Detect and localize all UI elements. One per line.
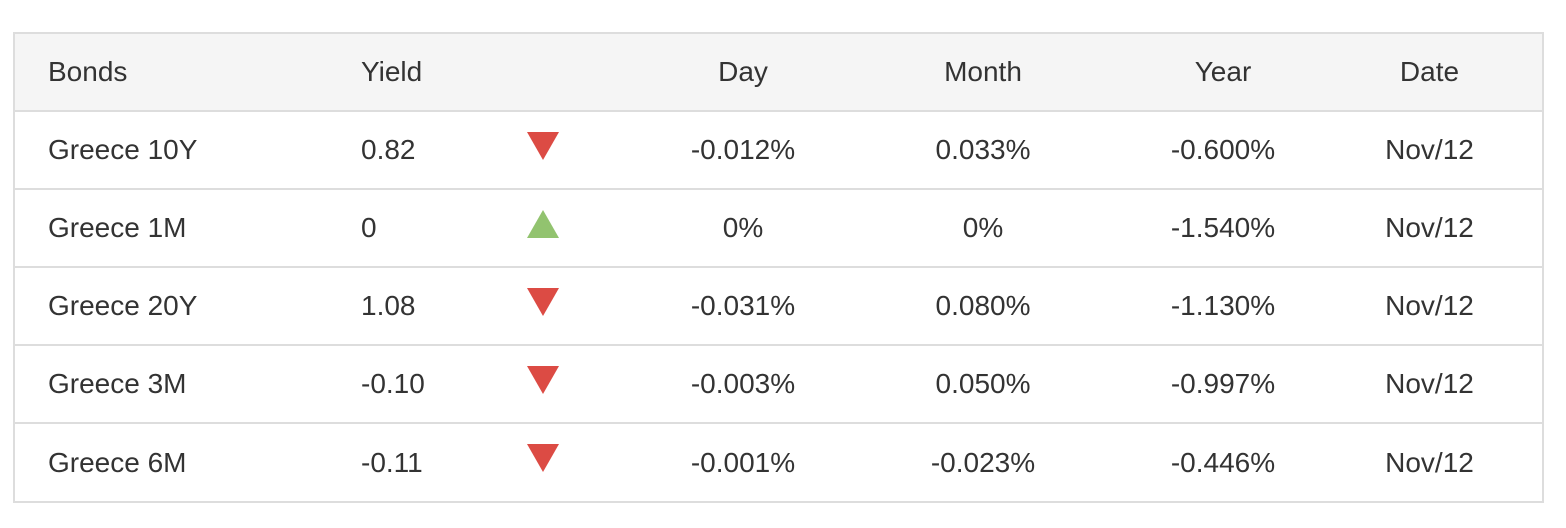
year-change: -0.446% <box>1170 446 1276 478</box>
yield-value: 0.82 <box>361 134 416 165</box>
day-change: 0% <box>722 212 764 243</box>
yield-value: 1.08 <box>361 290 416 321</box>
table-row[interactable]: Greece 6M -0.11 -0.001% -0.023% -0.446% … <box>15 423 1542 501</box>
header-trend <box>507 34 647 111</box>
yield-value: -0.11 <box>361 446 423 478</box>
header-year[interactable]: Year <box>1194 56 1252 87</box>
triangle-up-icon <box>527 209 559 238</box>
table-row[interactable]: Greece 20Y 1.08 -0.031% 0.080% -1.130% N… <box>15 267 1542 345</box>
yield-value: 0 <box>361 212 377 243</box>
trend-cell <box>507 267 647 345</box>
month-change: 0.050% <box>935 368 1031 399</box>
trend-cell <box>507 111 647 189</box>
table-body: Greece 10Y 0.82 -0.012% 0.033% -0.600% N… <box>15 111 1542 501</box>
day-change: -0.003% <box>690 368 796 399</box>
header-bonds[interactable]: Bonds <box>48 56 128 87</box>
triangle-down-icon <box>527 287 559 316</box>
bond-name-link[interactable]: Greece 1M <box>48 212 187 243</box>
header-month[interactable]: Month <box>944 56 1022 87</box>
trend-cell <box>507 345 647 423</box>
bonds-table-container: Bonds Yield Day Month Year Date Greece 1… <box>13 32 1544 503</box>
date-value: Nov/12 <box>1385 446 1474 478</box>
year-change: -0.997% <box>1170 368 1276 399</box>
bond-name-link[interactable]: Greece 6M <box>48 446 187 478</box>
bonds-table: Bonds Yield Day Month Year Date Greece 1… <box>15 34 1542 501</box>
triangle-down-icon <box>527 365 559 394</box>
day-change: -0.031% <box>690 290 796 321</box>
table-row[interactable]: Greece 10Y 0.82 -0.012% 0.033% -0.600% N… <box>15 111 1542 189</box>
table-header: Bonds Yield Day Month Year Date <box>15 34 1542 111</box>
trend-cell <box>507 423 647 501</box>
header-row: Bonds Yield Day Month Year Date <box>15 34 1542 111</box>
triangle-down-icon <box>527 444 559 473</box>
header-date[interactable]: Date <box>1399 56 1460 87</box>
year-change: -1.130% <box>1170 290 1276 321</box>
trend-cell <box>507 189 647 267</box>
year-change: -0.600% <box>1170 134 1276 165</box>
month-change: -0.023% <box>930 446 1036 478</box>
yield-value: -0.10 <box>361 368 425 399</box>
month-change: 0.080% <box>935 290 1031 321</box>
triangle-down-icon <box>527 131 559 160</box>
date-value: Nov/12 <box>1385 134 1474 165</box>
day-change: -0.001% <box>690 446 796 478</box>
bond-name-link[interactable]: Greece 20Y <box>48 290 198 321</box>
year-change: -1.540% <box>1170 212 1276 243</box>
bond-name-link[interactable]: Greece 10Y <box>48 134 198 165</box>
table-row[interactable]: Greece 1M 0 0% 0% -1.540% Nov/12 <box>15 189 1542 267</box>
date-value: Nov/12 <box>1385 290 1474 321</box>
table-row[interactable]: Greece 3M -0.10 -0.003% 0.050% -0.997% N… <box>15 345 1542 423</box>
date-value: Nov/12 <box>1385 212 1474 243</box>
header-day[interactable]: Day <box>718 56 768 87</box>
header-yield[interactable]: Yield <box>361 56 423 87</box>
bond-name-link[interactable]: Greece 3M <box>48 368 187 399</box>
date-value: Nov/12 <box>1385 368 1474 399</box>
month-change: 0% <box>962 212 1004 243</box>
month-change: 0.033% <box>935 134 1031 165</box>
day-change: -0.012% <box>690 134 796 165</box>
